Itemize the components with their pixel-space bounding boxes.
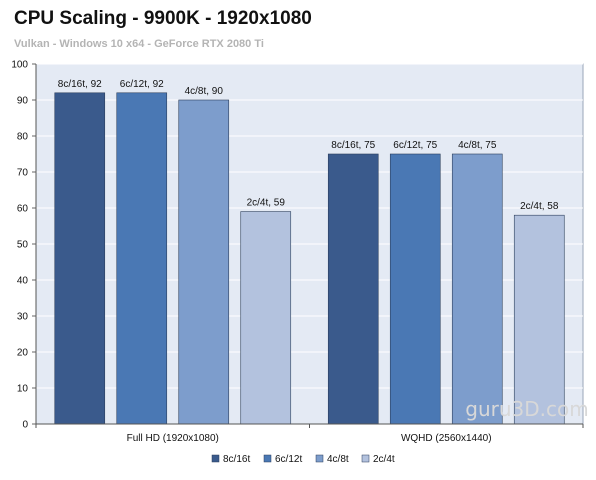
y-tick-label: 0 <box>22 420 28 431</box>
legend: 8c/16t 6c/12t 4c/8t 2c/4t <box>211 454 395 465</box>
bar-6c/12t-0 <box>116 92 168 425</box>
legend-label: 8c/16t <box>223 454 250 465</box>
data-label: 2c/4t, 58 <box>520 201 559 212</box>
y-tick-label: 80 <box>17 132 29 143</box>
bar-6c/12t-1 <box>389 153 441 425</box>
y-tick-label: 20 <box>17 348 29 359</box>
axes <box>35 64 584 428</box>
legend-swatch-6c/12t <box>263 454 272 463</box>
bars <box>54 92 565 425</box>
y-axis-ticks: 0 10 20 30 40 50 60 70 80 90 100 <box>11 60 36 431</box>
bar-8c/16t-1 <box>327 153 379 425</box>
y-tick-label: 50 <box>17 240 29 251</box>
data-label: 8c/16t, 92 <box>58 79 102 90</box>
y-tick-label: 100 <box>11 60 28 71</box>
y-tick-label: 40 <box>17 276 29 287</box>
data-labels: 8c/16t, 92 6c/12t, 92 4c/8t, 90 2c/4t, 59 8c… <box>58 79 559 212</box>
bar-4c/8t-0 <box>178 99 230 425</box>
y-tick-label: 60 <box>17 204 29 215</box>
y-tick-label: 90 <box>17 96 29 107</box>
data-label: 6c/12t, 92 <box>120 79 164 90</box>
data-label: 4c/8t, 75 <box>458 140 497 151</box>
watermark: guru3D.com <box>465 397 588 421</box>
chart-subtitle: Vulkan - Windows 10 x64 - GeForce RTX 20… <box>14 38 264 50</box>
legend-label: 4c/8t <box>327 454 349 465</box>
legend-label: 2c/4t <box>373 454 395 465</box>
bar-4c/8t-1 <box>451 153 503 425</box>
bar-2c/4t-0 <box>240 211 292 425</box>
data-label: 4c/8t, 90 <box>185 86 224 97</box>
category-label: Full HD (1920x1080) <box>127 433 219 444</box>
bar-8c/16t-0 <box>54 92 106 425</box>
y-tick-label: 70 <box>17 168 29 179</box>
legend-swatch-4c/8t <box>315 454 324 463</box>
legend-swatch-2c/4t <box>361 454 370 463</box>
y-tick-label: 30 <box>17 312 29 323</box>
category-label: WQHD (2560x1440) <box>401 433 492 444</box>
data-label: 8c/16t, 75 <box>331 140 375 151</box>
data-label: 2c/4t, 59 <box>247 198 286 209</box>
legend-label: 6c/12t <box>275 454 302 465</box>
y-tick-label: 10 <box>17 384 29 395</box>
chart-title: CPU Scaling - 9900K - 1920x1080 <box>14 8 312 29</box>
bar-2c/4t-1 <box>513 214 565 425</box>
data-label: 6c/12t, 75 <box>393 140 437 151</box>
legend-swatch-8c/16t <box>211 454 220 463</box>
category-labels: Full HD (1920x1080) WQHD (2560x1440) <box>127 433 492 444</box>
